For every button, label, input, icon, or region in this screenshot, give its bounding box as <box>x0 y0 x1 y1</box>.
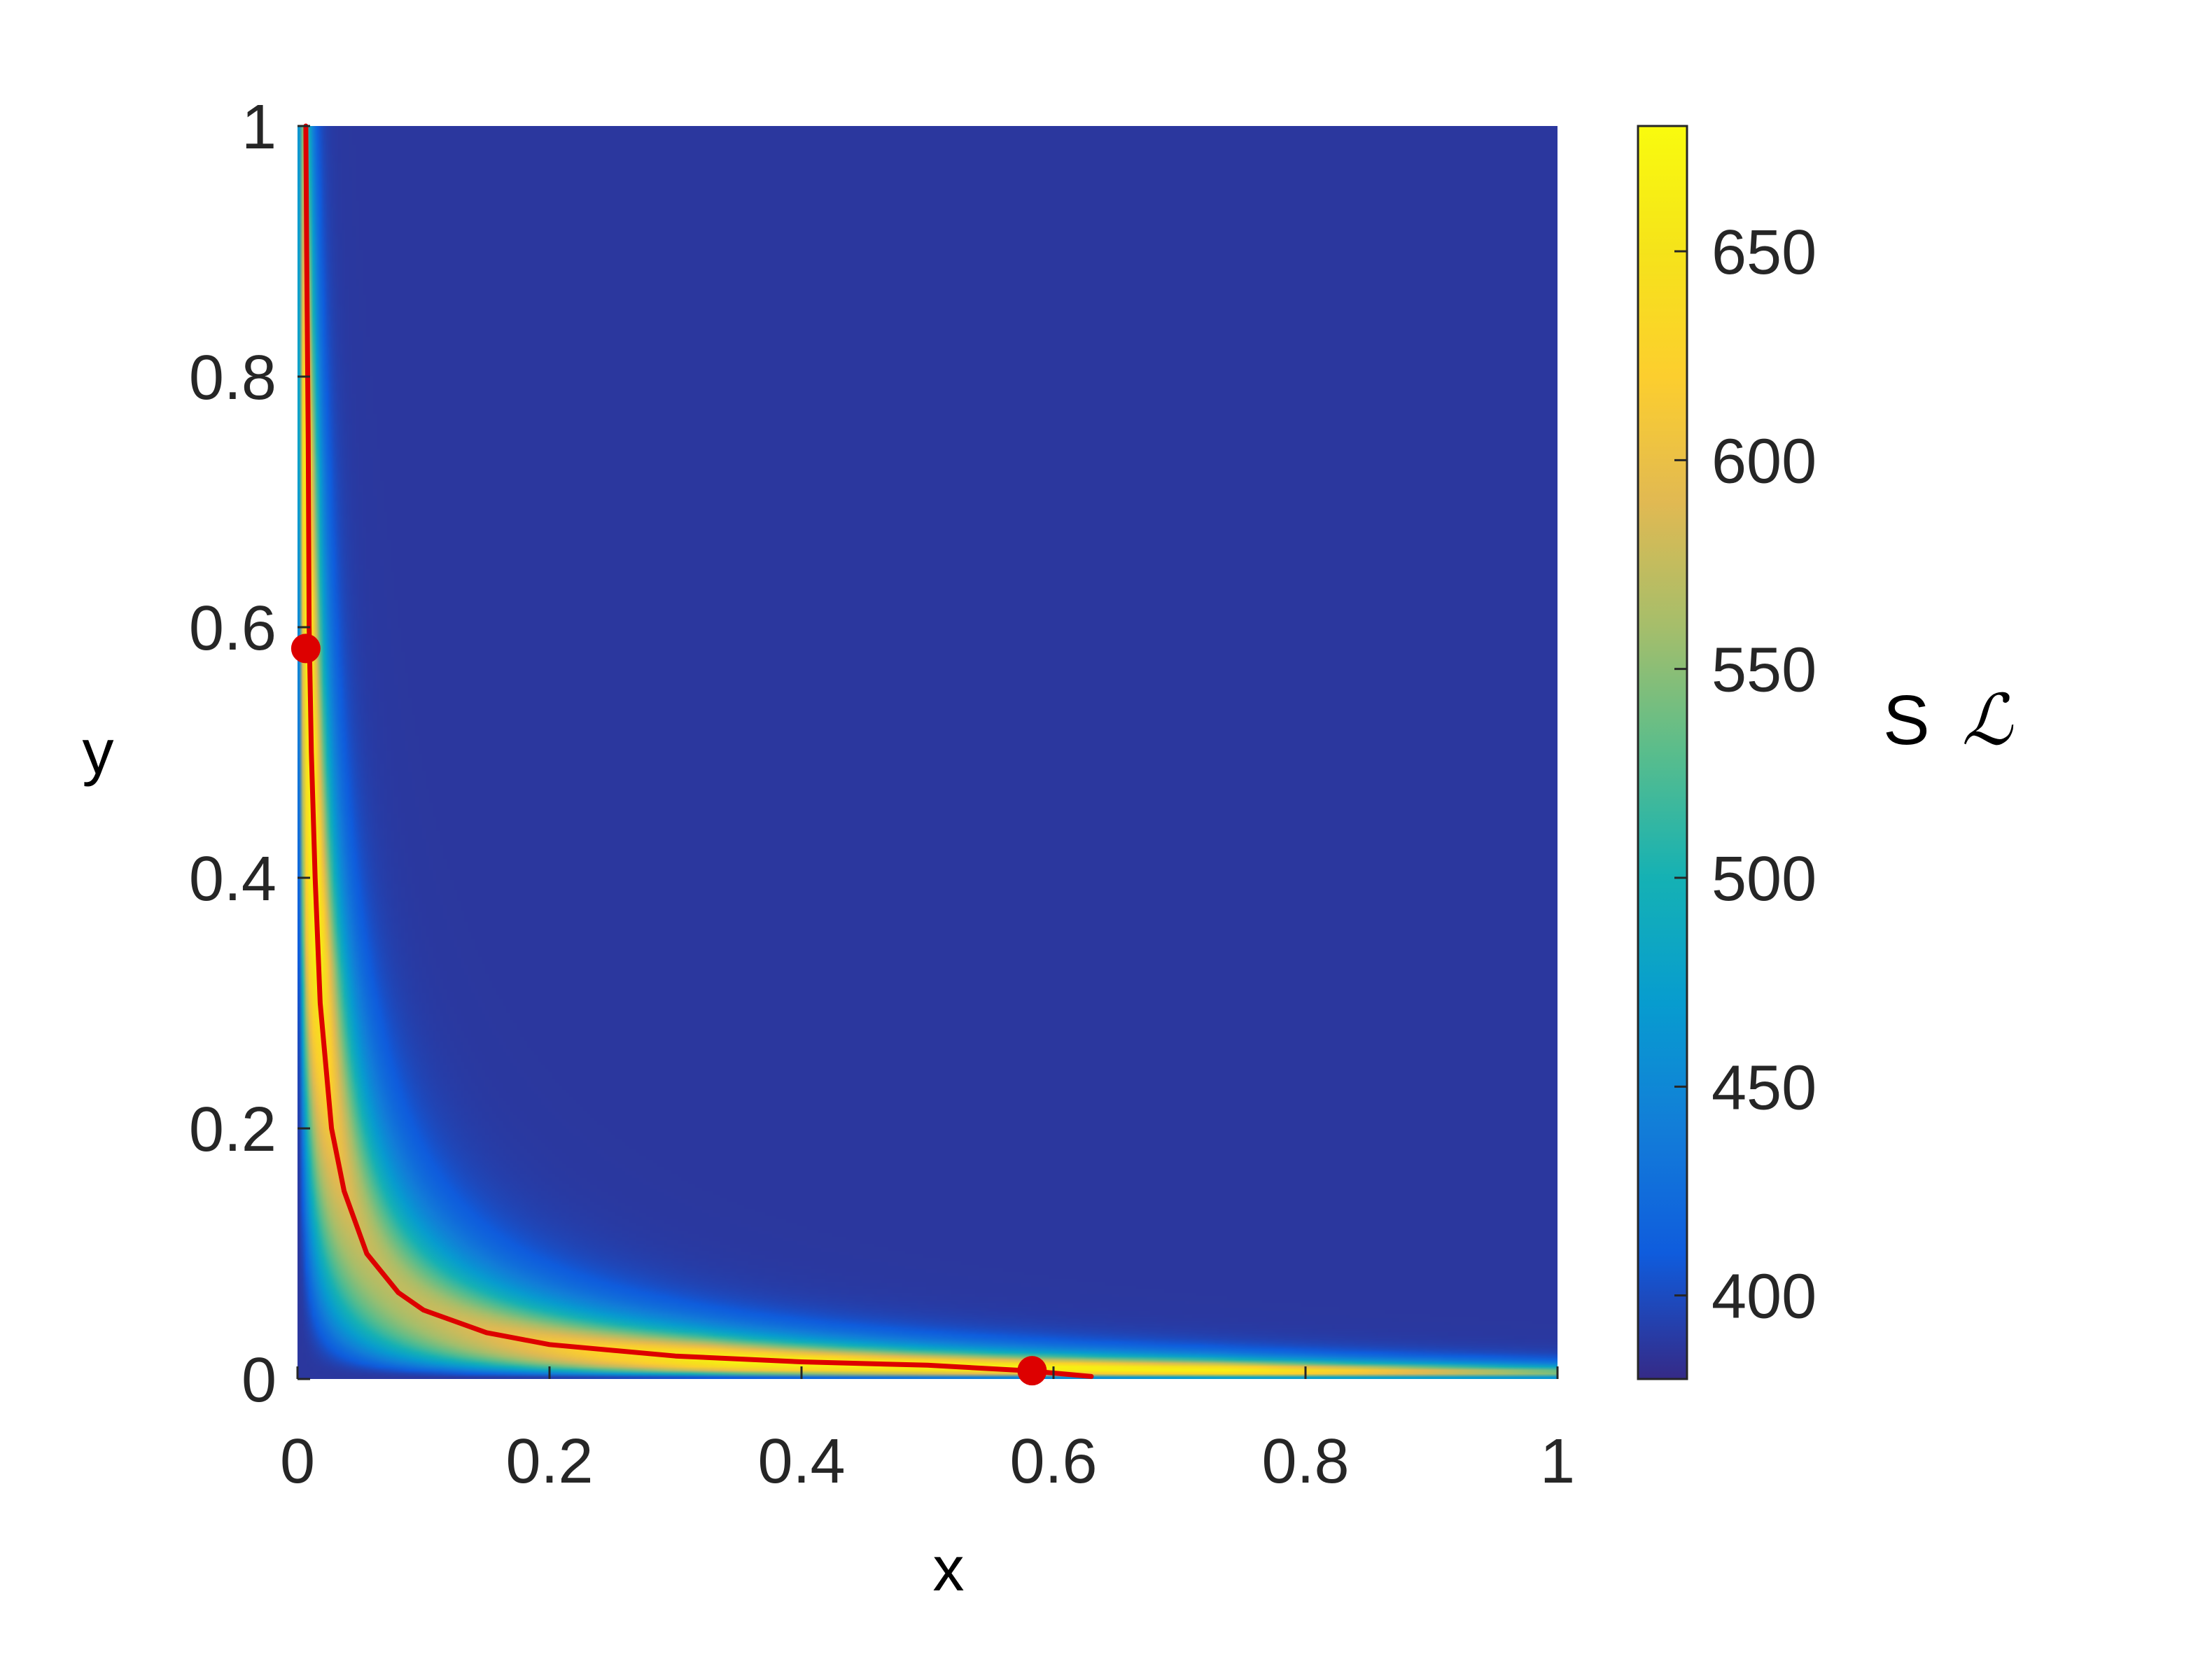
colorbar-ticks: 400 450 500 550 600 650 <box>1674 218 1816 1332</box>
curve-marker-1 <box>290 634 321 664</box>
curve-marker-2 <box>1017 1356 1047 1386</box>
y-axis: 0 0.2 0.4 0.6 0.8 1 <box>189 92 310 1415</box>
colorbar-tick-label: 400 <box>1712 1262 1816 1332</box>
x-tick-label: 0.6 <box>1009 1427 1097 1497</box>
colorbar-gradient <box>1638 126 1687 1379</box>
colorbar-title-s: S <box>1883 681 1930 760</box>
colorbar-title: S ℒ <box>1883 679 2014 761</box>
marker-layer <box>290 634 1047 1386</box>
x-axis: 0 0.2 0.4 0.6 0.8 1 <box>280 1366 1575 1497</box>
y-tick-label: 1 <box>241 92 276 162</box>
colorbar-title-symbol: ℒ <box>1962 679 2014 761</box>
x-tick-label: 0.8 <box>1261 1427 1349 1497</box>
colorbar-tick-label: 500 <box>1712 844 1816 914</box>
x-tick-label: 0 <box>280 1427 315 1497</box>
y-tick-label: 0.8 <box>189 343 276 413</box>
colorbar-tick-label: 550 <box>1712 636 1816 706</box>
colorbar-tick-label: 450 <box>1712 1053 1816 1123</box>
colorbar: 400 450 500 550 600 650 <box>1637 125 1816 1380</box>
x-tick-label: 0.4 <box>757 1427 845 1497</box>
y-tick-label: 0.6 <box>189 594 276 664</box>
heatmap-canvas <box>298 126 1558 1379</box>
colorbar-tick-label: 650 <box>1712 218 1816 288</box>
colorbar-frame <box>1637 125 1688 1380</box>
heatmap <box>298 126 1558 1379</box>
x-axis-title: x <box>933 1534 965 1604</box>
plot-area <box>290 123 1558 1386</box>
y-axis-title: y <box>83 718 114 788</box>
y-tick-label: 0.2 <box>189 1095 276 1165</box>
y-tick-label: 0.4 <box>189 844 276 914</box>
colorbar-tick-label: 600 <box>1712 426 1816 496</box>
x-tick-label: 1 <box>1540 1427 1575 1497</box>
x-tick-label: 0.2 <box>505 1427 593 1497</box>
y-tick-label: 0 <box>241 1345 276 1415</box>
